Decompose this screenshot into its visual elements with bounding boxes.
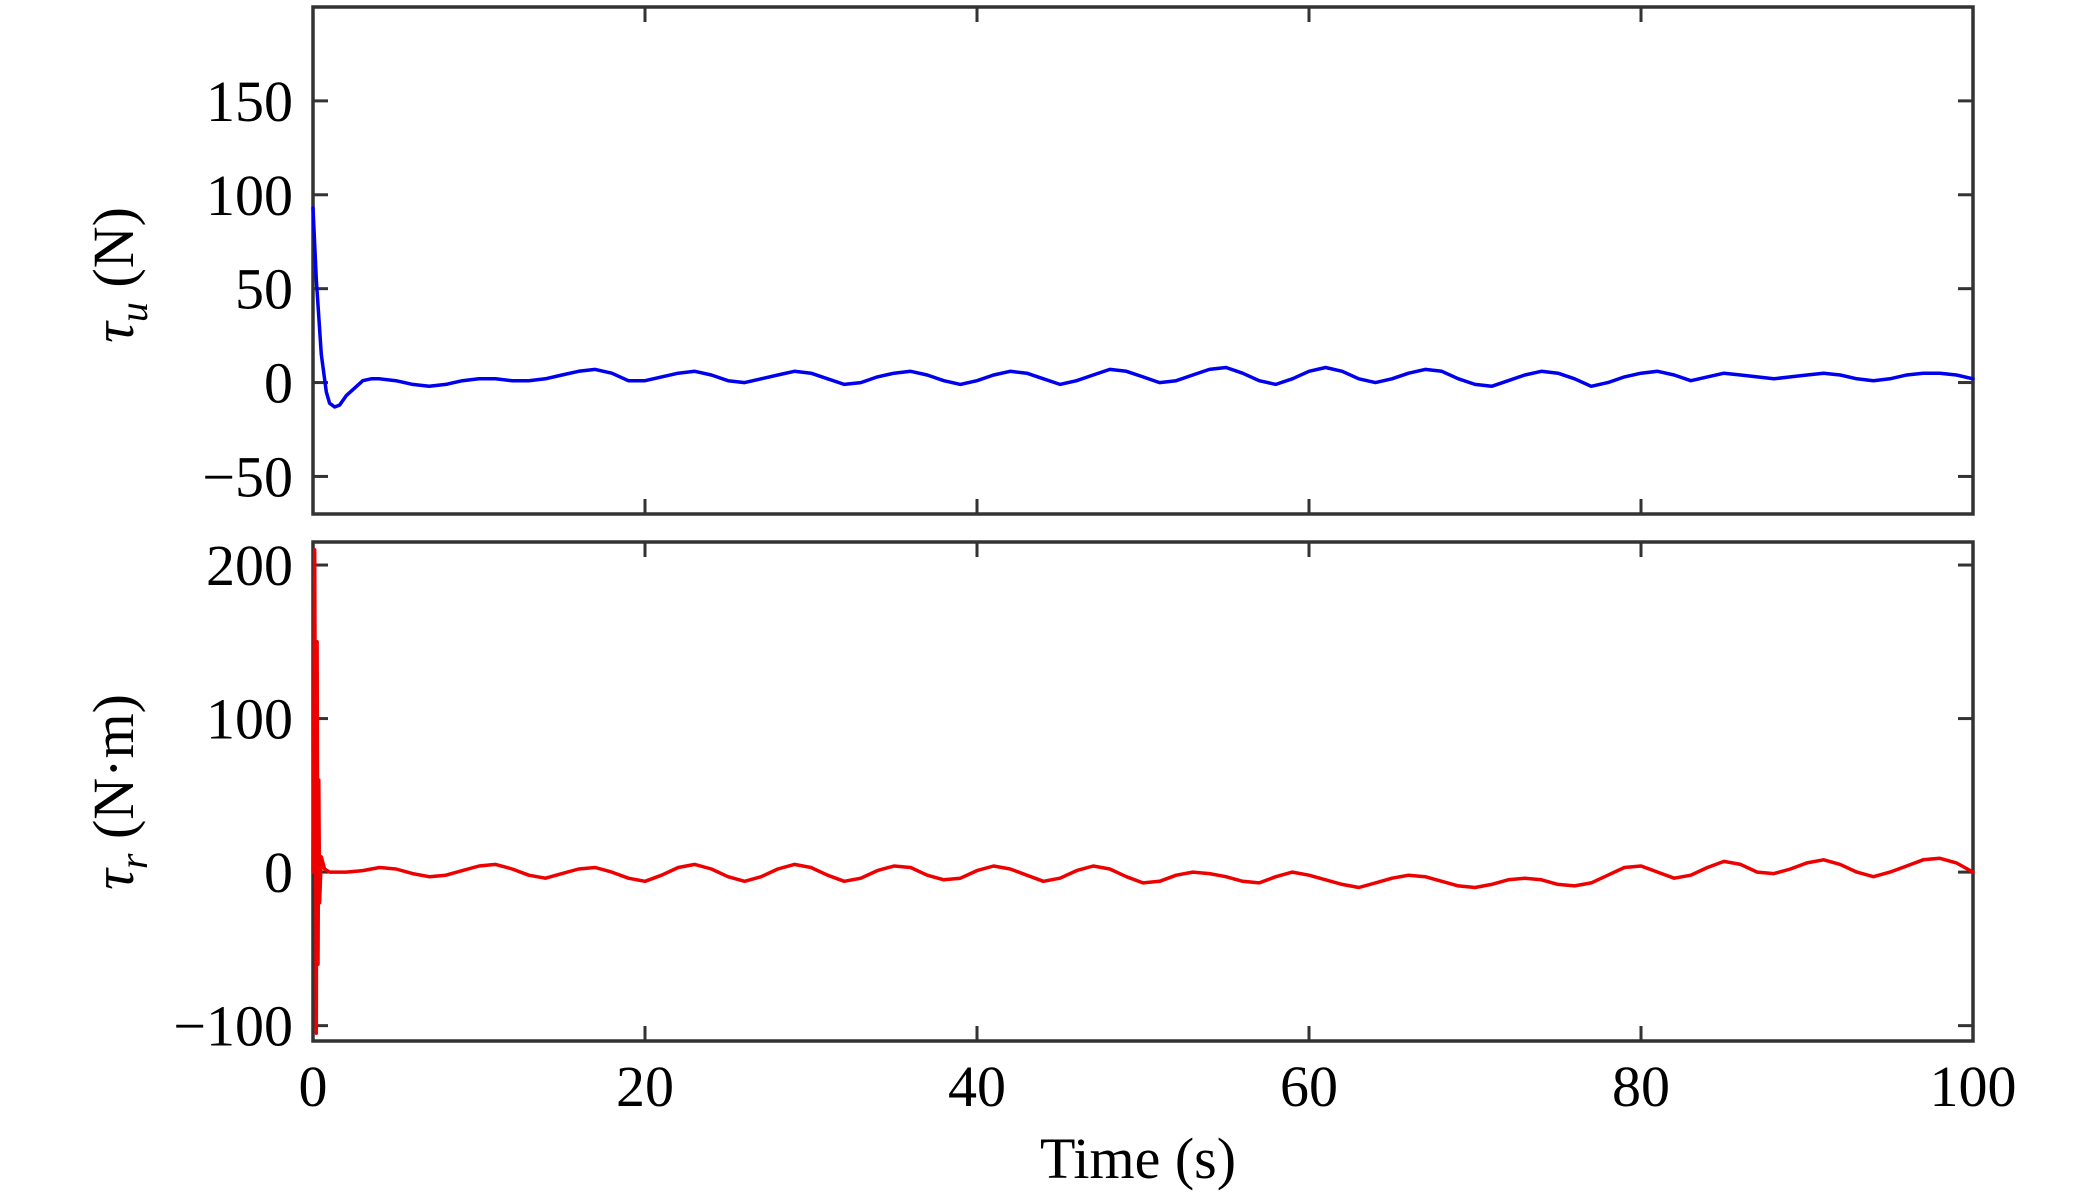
tau-u-ytick-label: 50 <box>235 257 293 322</box>
tau-r-symbol: τ <box>81 867 146 890</box>
x-tick-label: 40 <box>948 1054 1006 1119</box>
tau-r-subscript: r <box>111 853 156 869</box>
tau-r-series-line <box>311 547 1975 1036</box>
tau-r-unit: (N·m) <box>81 694 146 853</box>
tau-u-unit: (N) <box>81 207 146 302</box>
tau-u-y-axis-label: τu (N) <box>81 207 156 343</box>
tau-u-series <box>311 206 1975 409</box>
tau-r-axes-frame <box>311 540 1975 1043</box>
x-tick-label: 100 <box>1930 1054 2017 1119</box>
x-tick-label: 0 <box>299 1054 328 1119</box>
tau-r-ytick-label: 100 <box>206 687 293 752</box>
tau-r-ytick-label: 0 <box>264 840 293 905</box>
tau-u-series-line <box>311 206 1975 409</box>
x-tick-label: 60 <box>1280 1054 1338 1119</box>
tau-u-ytick-label: −50 <box>202 444 293 509</box>
tau-u-panel: −50 0 50 100 150 τu (N) <box>81 5 1975 516</box>
tau-u-symbol: τ <box>81 320 146 343</box>
tau-u-ytick-label: 0 <box>264 351 293 416</box>
tau-u-ytick-label: 100 <box>206 163 293 228</box>
tau-u-subscript: u <box>111 302 156 322</box>
x-tick-label: 20 <box>616 1054 674 1119</box>
tau-r-y-axis-label: τr (N·m) <box>81 694 156 890</box>
tau-r-ytick-label: 200 <box>206 533 293 598</box>
x-tick-label: 80 <box>1612 1054 1670 1119</box>
tau-u-ytick-label: 150 <box>206 69 293 134</box>
tau-r-ytick-label: −100 <box>173 994 293 1059</box>
tau-u-axes-frame <box>311 5 1975 516</box>
tau-u-ticks: −50 0 50 100 150 <box>202 7 1975 514</box>
x-axis-label: Time (s) <box>1040 1126 1236 1191</box>
tau-r-series <box>311 547 1975 1036</box>
